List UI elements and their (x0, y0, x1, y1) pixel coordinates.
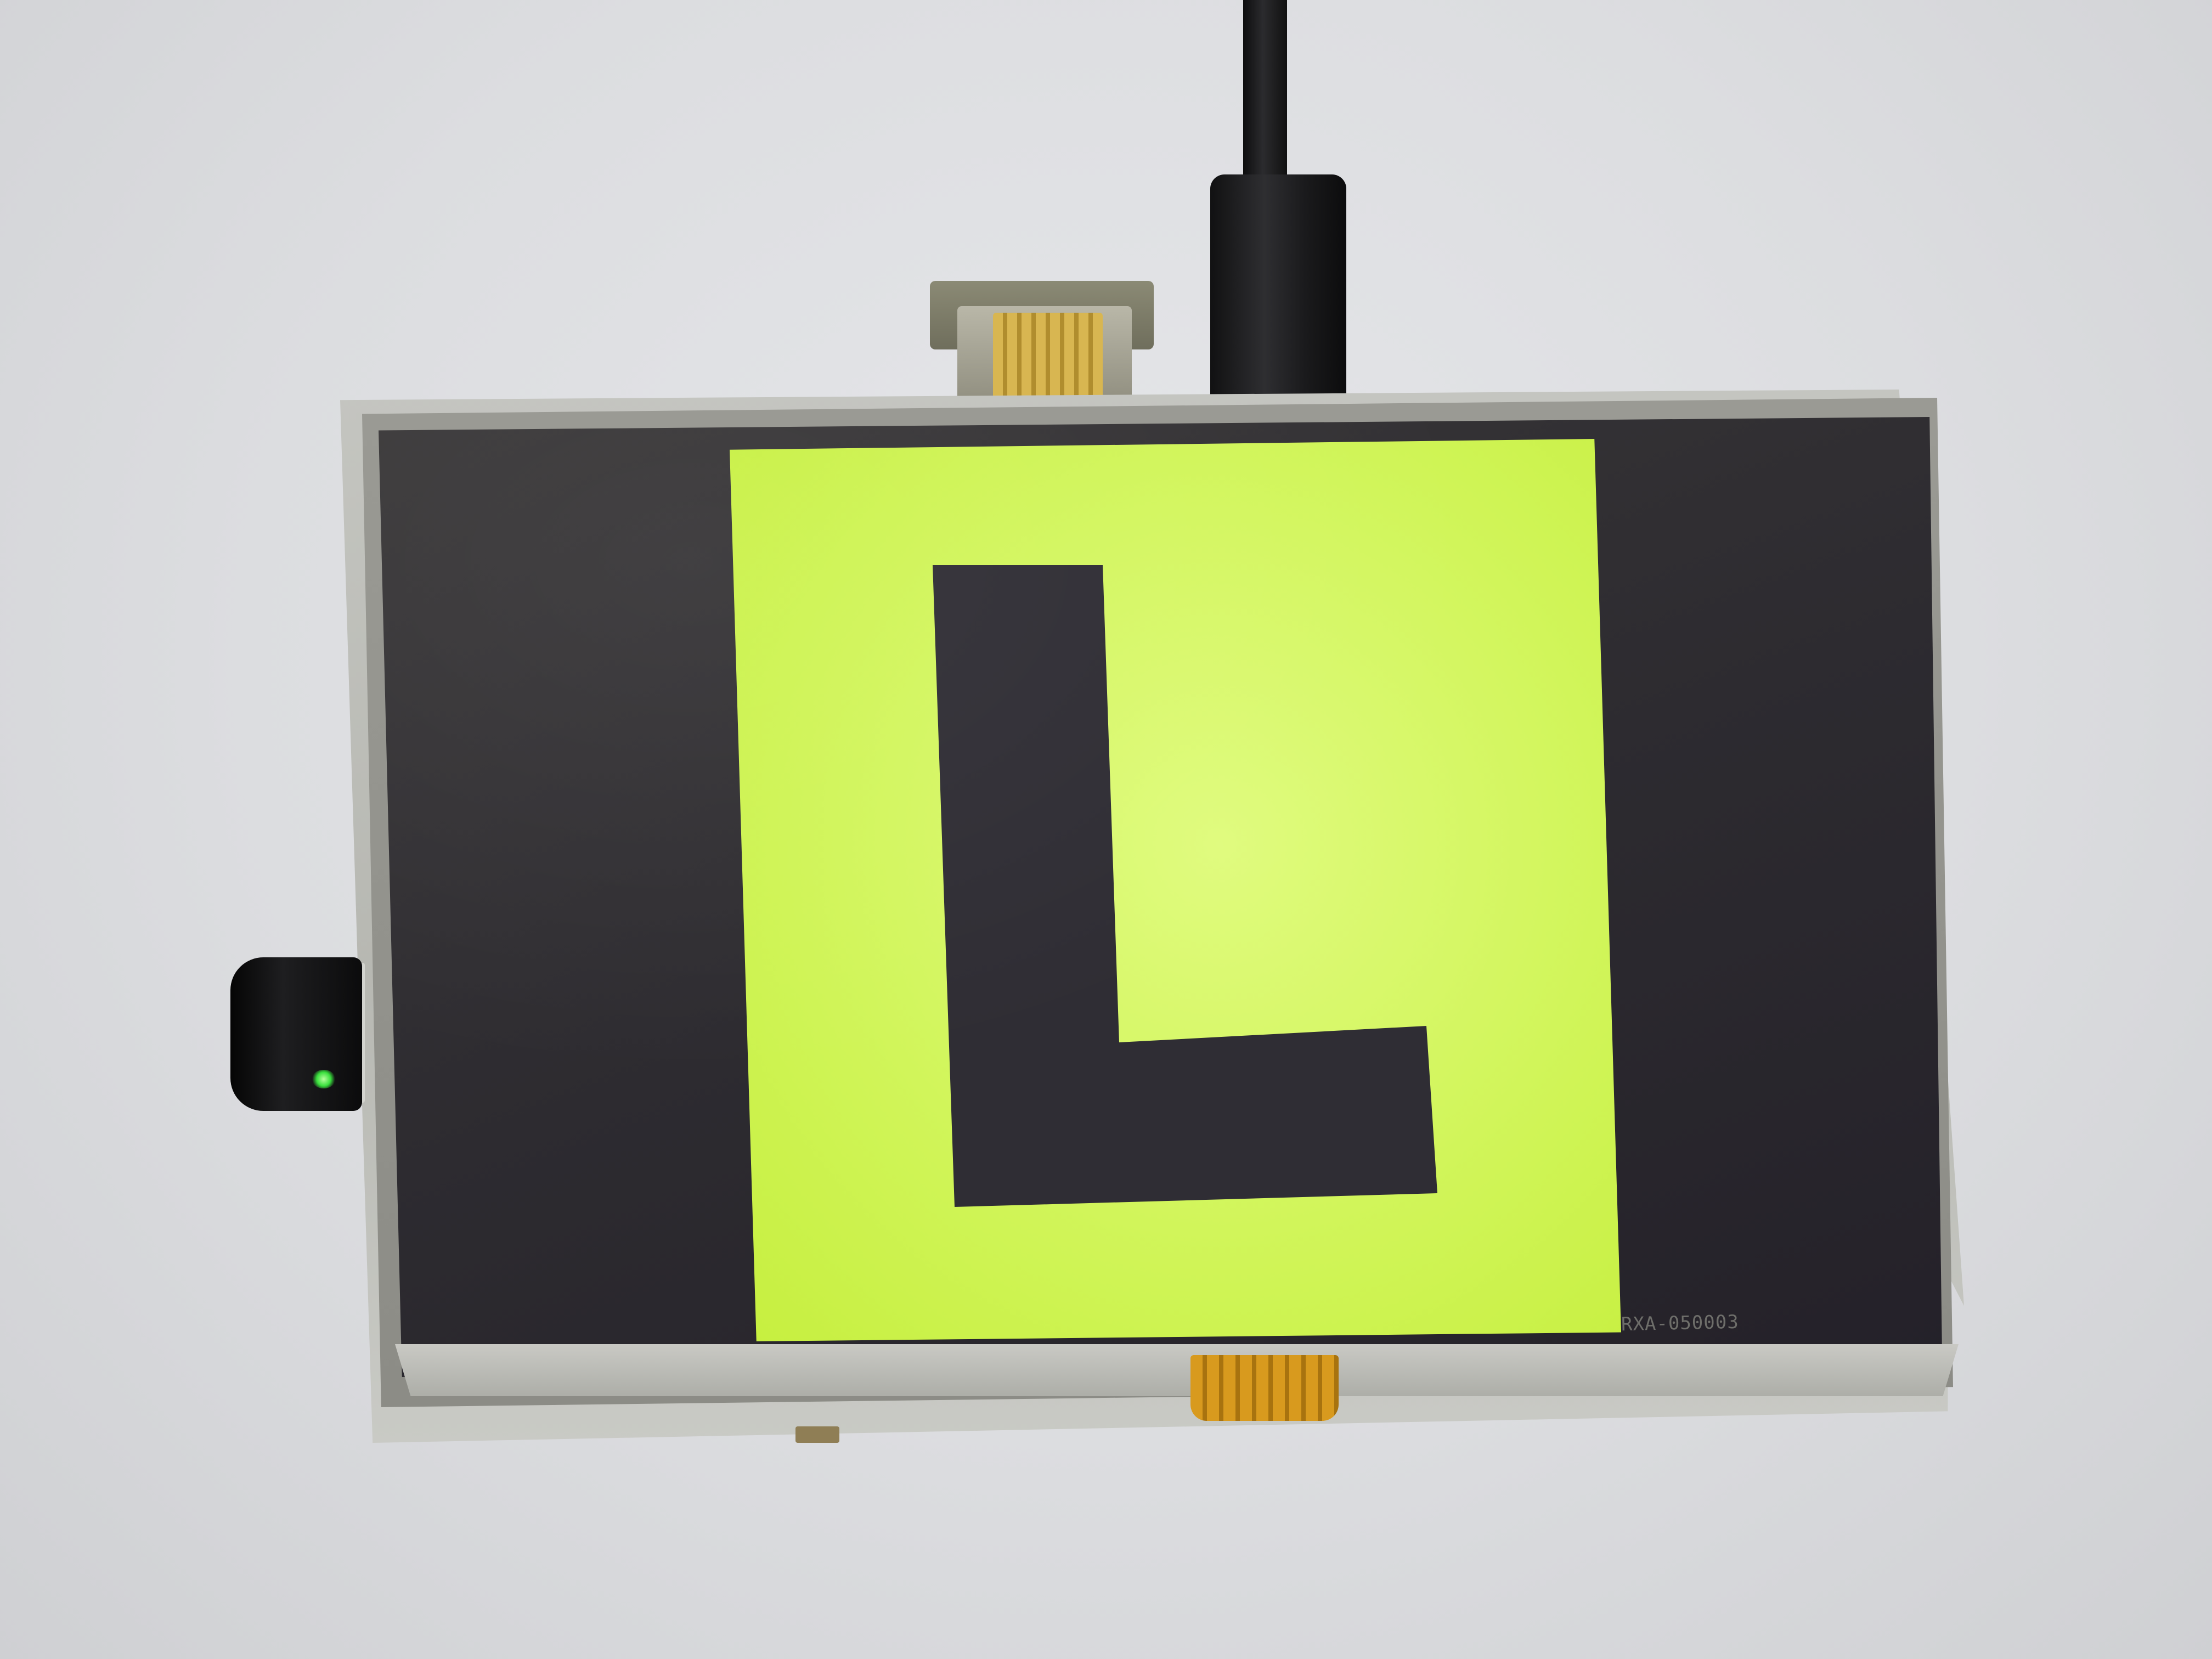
wifi-dongle (230, 957, 362, 1111)
power-cable (1243, 0, 1287, 198)
letter-l-glyph (933, 565, 1448, 1207)
screen-glare (379, 417, 1942, 1377)
status-led-icon (312, 1070, 336, 1088)
gpio-header (795, 1426, 839, 1443)
power-plug (1210, 174, 1346, 405)
hdmi-pins (993, 313, 1103, 400)
model-label: RXA-050003 (1621, 1311, 1740, 1336)
display-bottom-strip (395, 1344, 1959, 1396)
touch-flex-cable (1190, 1355, 1339, 1421)
